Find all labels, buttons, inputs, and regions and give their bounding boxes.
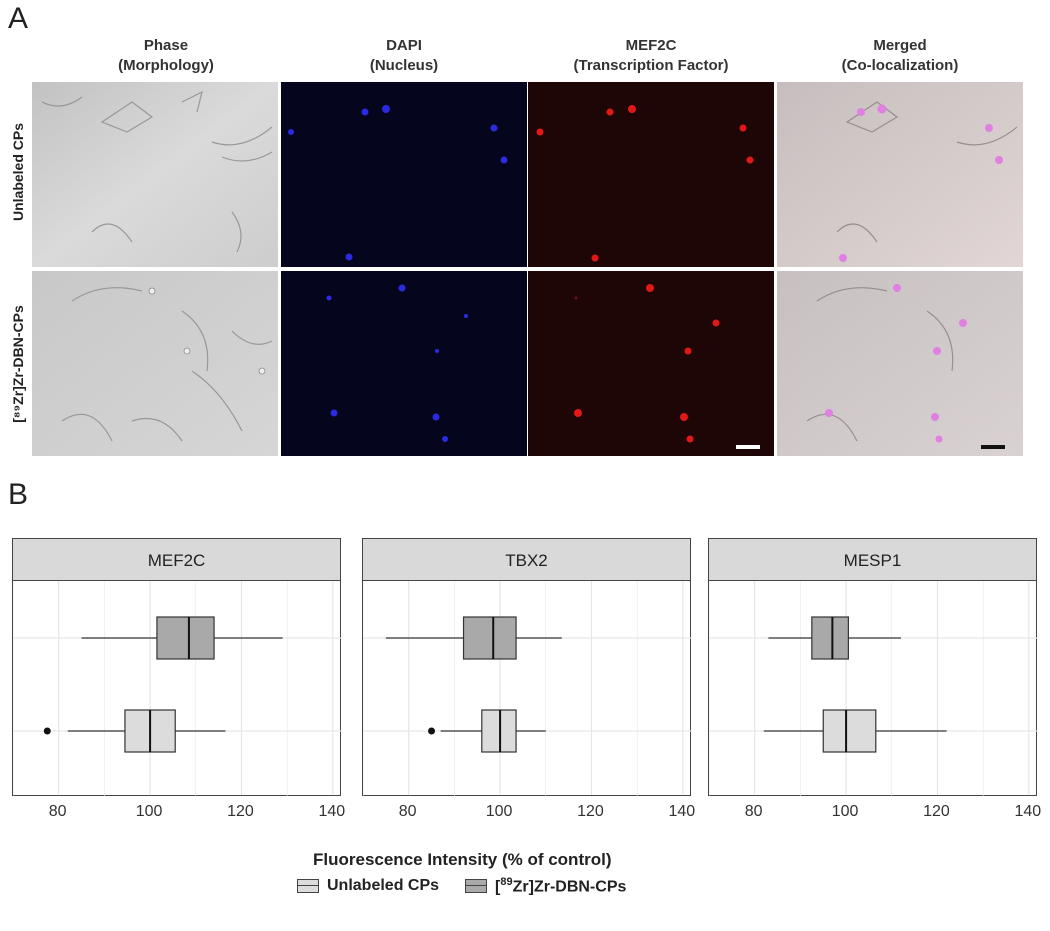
- x-tick-label: 140: [1015, 803, 1042, 820]
- panel-b-letter: B: [8, 478, 29, 511]
- facet-mesp1: MESP1: [708, 538, 1038, 800]
- x-tick-label: 120: [577, 803, 604, 820]
- legend-key-unlabeled: [297, 879, 319, 894]
- facet-plot-mef2c: [12, 581, 342, 800]
- box-zr-labeled: [811, 616, 849, 660]
- outlier-point: [428, 727, 436, 735]
- x-tick-label: 100: [486, 803, 513, 820]
- facet-strip-tbx2: TBX2: [362, 538, 691, 581]
- legend-label-prefix: [: [495, 878, 501, 896]
- row-label-unlabeled: Unlabeled CPs: [10, 122, 26, 222]
- x-tick-label: 80: [399, 803, 417, 820]
- facet-plot-mesp1: [708, 581, 1038, 800]
- column-subtitle-line: (Co-localization): [841, 57, 959, 74]
- column-title-phase: Phase (Morphology): [43, 36, 289, 76]
- column-title-line: Phase: [143, 37, 189, 54]
- x-tick-label: 100: [832, 803, 859, 820]
- legend: Unlabeled CPs [89Zr]Zr-DBN-CPs: [297, 876, 652, 896]
- facet-strip-mesp1: MESP1: [708, 538, 1037, 581]
- x-tick-label: 140: [319, 803, 346, 820]
- panel-a-letter: A: [8, 2, 29, 35]
- column-title-dapi: DAPI (Nucleus): [281, 36, 527, 76]
- mef2c-image-unlabeled: [528, 82, 774, 267]
- column-title-line: DAPI: [386, 37, 422, 54]
- facet-strip-mef2c: MEF2C: [12, 538, 341, 581]
- merged-image-zr-labeled: [777, 271, 1023, 456]
- outlier-point: [43, 727, 51, 735]
- box-unlabeled: [822, 709, 877, 753]
- x-axis-label: Fluorescence Intensity (% of control): [313, 850, 612, 869]
- x-tick-label: 120: [227, 803, 254, 820]
- legend-label-zr-labeled: [89Zr]Zr-DBN-CPs: [495, 876, 626, 896]
- phase-image-unlabeled: [32, 82, 278, 267]
- row-label-zr-labeled: [⁸⁹Zr]Zr-DBN-CPs: [10, 305, 26, 423]
- legend-key-zr-labeled: [465, 879, 488, 894]
- x-tick-label: 140: [669, 803, 696, 820]
- legend-item-unlabeled: Unlabeled CPs: [297, 877, 439, 895]
- legend-label-unlabeled: Unlabeled CPs: [327, 877, 440, 895]
- x-tick-label: 100: [136, 803, 163, 820]
- facet-mef2c: MEF2C: [12, 538, 342, 800]
- column-title-line: Merged: [873, 37, 927, 54]
- x-tick-label: 80: [745, 803, 763, 820]
- facet-tbx2: TBX2: [362, 538, 692, 800]
- column-title-mef2c: MEF2C (Transcription Factor): [528, 36, 774, 76]
- box-unlabeled: [481, 709, 517, 753]
- column-subtitle-line: (Nucleus): [369, 57, 439, 74]
- phase-image-zr-labeled: [32, 271, 278, 456]
- legend-label-superscript: 89: [500, 876, 513, 888]
- merged-image-unlabeled: [777, 82, 1023, 267]
- x-tick-labels: 80 100 120 140 80 100 120 140 80 100 120 140: [49, 803, 1042, 820]
- column-subtitle-line: (Transcription Factor): [573, 57, 729, 74]
- mef2c-image-zr-labeled: [528, 271, 774, 456]
- column-subtitle-line: (Morphology): [118, 57, 214, 74]
- column-title-merged: Merged (Co-localization): [777, 36, 1023, 76]
- column-title-line: MEF2C: [625, 37, 677, 54]
- box-zr-labeled: [462, 616, 517, 660]
- legend-label-suffix: Zr]Zr-DBN-CPs: [512, 878, 627, 896]
- box-zr-labeled: [156, 616, 215, 660]
- dapi-image-zr-labeled: [281, 271, 527, 456]
- facet-plot-tbx2: [362, 581, 692, 800]
- dapi-image-unlabeled: [281, 82, 527, 267]
- legend-item-zr-labeled: [89Zr]Zr-DBN-CPs: [465, 876, 626, 896]
- x-tick-label: 120: [923, 803, 950, 820]
- x-tick-label: 80: [49, 803, 67, 820]
